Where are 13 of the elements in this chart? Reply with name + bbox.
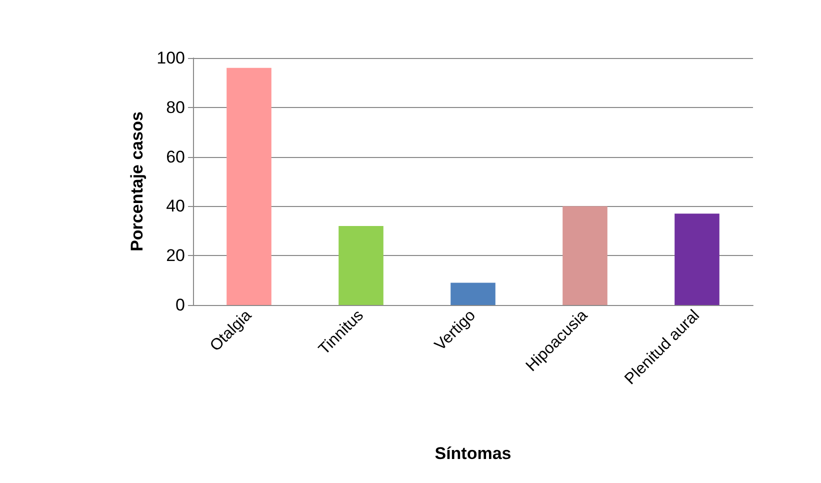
- bar: [562, 206, 608, 305]
- bar: [338, 226, 384, 305]
- y-tick-label: 20: [166, 246, 185, 266]
- y-axis-title: Porcentaje casos: [128, 112, 147, 252]
- bar: [450, 282, 496, 305]
- bar: [674, 214, 720, 305]
- y-tick-label: 0: [176, 296, 185, 314]
- y-tick-label: 60: [166, 147, 185, 166]
- bar: [226, 68, 272, 305]
- y-tick-label: 100: [156, 48, 185, 68]
- x-axis-title: Síntomas: [434, 444, 512, 463]
- y-tick-label: 40: [166, 196, 185, 216]
- y-tick-label: 80: [166, 98, 185, 117]
